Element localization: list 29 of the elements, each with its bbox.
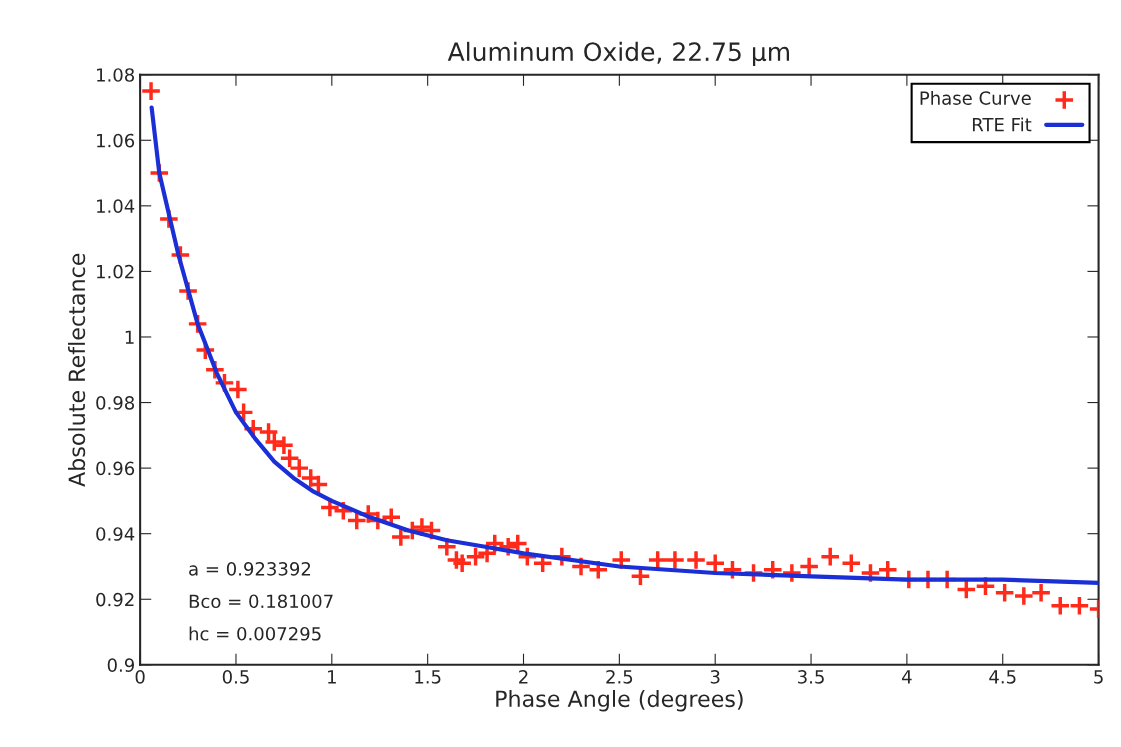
x-tick-label: 5 <box>1094 670 1103 684</box>
x-tick-label: 2.5 <box>606 670 633 684</box>
x-tick-label: 2 <box>519 670 528 684</box>
y-tick-label: 1 <box>125 330 134 344</box>
x-axis-title: Phase Angle (degrees) <box>496 689 743 712</box>
y-tick-label: 0.92 <box>96 592 134 607</box>
x-tick-label: 4.5 <box>989 670 1016 684</box>
x-tick-label: 3 <box>710 670 720 684</box>
chart-title: Aluminum Oxide, 22.75 μm <box>447 41 789 67</box>
legend-label: Phase Curve <box>920 90 1031 105</box>
x-tick-label: 0 <box>135 670 145 684</box>
y-tick-label: 1.06 <box>97 133 135 148</box>
annotation: hc = 0.007295 <box>189 626 321 641</box>
x-tick-label: 0.5 <box>222 670 249 684</box>
y-tick-label: 0.94 <box>96 527 135 541</box>
x-tick-label: 4 <box>902 670 912 684</box>
y-tick-label: 1.02 <box>97 264 134 279</box>
y-axis-title: Absolute Reflectance <box>68 253 86 487</box>
x-tick-label: 1.5 <box>415 670 441 684</box>
y-tick-label: 1.04 <box>97 199 135 213</box>
y-tick-label: 0.9 <box>107 658 134 672</box>
y-tick-label: 0.98 <box>96 396 135 410</box>
legend-label: RTE Fit <box>972 117 1032 132</box>
annotation: a = 0.923392 <box>189 561 311 576</box>
x-tick-label: 3.5 <box>798 670 824 684</box>
annotation: Bco = 0.181007 <box>189 594 333 609</box>
x-tick-label: 1 <box>328 670 336 684</box>
y-tick-label: 1.08 <box>97 68 135 82</box>
y-tick-label: 0.96 <box>96 461 135 476</box>
